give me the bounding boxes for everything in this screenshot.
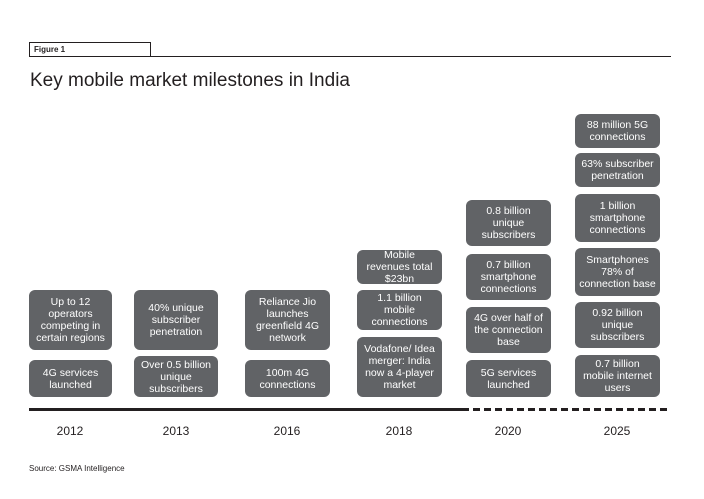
milestone-text: 0.92 billion unique subscribers [590,307,645,343]
milestone-box: 0.8 billion unique subscribers [466,200,551,246]
timeline-axis-forecast [462,408,671,411]
year-label: 2018 [385,424,413,438]
milestone-box: 40% unique subscriber penetration [134,290,218,350]
milestone-box: 1 billion smartphone connections [575,194,660,242]
milestone-text: 4G services launched [42,366,99,391]
milestone-box: 100m 4G connections [245,360,330,397]
milestone-text: 100m 4G connections [259,366,316,391]
milestone-text: 1.1 billion mobile connections [371,292,428,328]
milestone-text: 1 billion smartphone connections [589,200,646,236]
milestone-text: Reliance Jio launches greenfield 4G netw… [255,296,320,344]
timeline-axis-actual [29,408,462,411]
year-label: 2025 [603,424,631,438]
milestone-text: 0.7 billion smartphone connections [480,259,537,295]
milestone-box: 1.1 billion mobile connections [357,290,442,330]
milestone-box: Over 0.5 billion unique subscribers [134,356,218,397]
figure-rule [29,56,671,57]
milestone-box: Vodafone/ Idea merger: India now a 4-pla… [357,337,442,397]
milestone-box: Reliance Jio launches greenfield 4G netw… [245,290,330,350]
figure-label: Figure 1 [29,42,151,56]
milestone-box: 4G over half of the connection base [466,307,551,353]
milestone-text: 63% subscriber penetration [581,158,654,182]
source-note: Source: GSMA Intelligence [29,464,125,473]
milestone-text: Over 0.5 billion unique subscribers [140,358,212,395]
milestone-box: Mobile revenues total $23bn [357,249,442,285]
milestone-box: 0.7 billion mobile internet users [575,355,660,397]
milestone-text: 40% unique subscriber penetration [148,302,204,338]
milestone-box: 0.92 billion unique subscribers [575,302,660,348]
milestone-text: Vodafone/ Idea merger: India now a 4-pla… [364,343,435,391]
year-label: 2012 [56,424,84,438]
milestone-text: 4G over half of the connection base [474,312,543,348]
year-label: 2013 [162,424,190,438]
milestone-text: Mobile revenues total $23bn [366,249,433,285]
figure-title: Key mobile market milestones in India [30,70,350,91]
year-label: 2016 [273,424,301,438]
milestone-text: Smartphones 78% of connection base [579,254,656,290]
milestone-box: 0.7 billion smartphone connections [466,254,551,300]
milestone-box: 4G services launched [29,360,112,397]
milestone-text: 0.8 billion unique subscribers [481,205,536,241]
milestone-text: 88 million 5G connections [586,119,649,143]
milestone-text: 5G services launched [480,366,537,391]
milestone-text: Up to 12 operators competing in certain … [36,296,105,344]
milestone-box: 5G services launched [466,360,551,397]
milestone-box: Smartphones 78% of connection base [575,248,660,296]
milestone-box: Up to 12 operators competing in certain … [29,290,112,350]
milestone-box: 88 million 5G connections [575,114,660,148]
milestone-box: 63% subscriber penetration [575,153,660,187]
milestone-text: 0.7 billion mobile internet users [583,358,652,394]
year-label: 2020 [494,424,522,438]
